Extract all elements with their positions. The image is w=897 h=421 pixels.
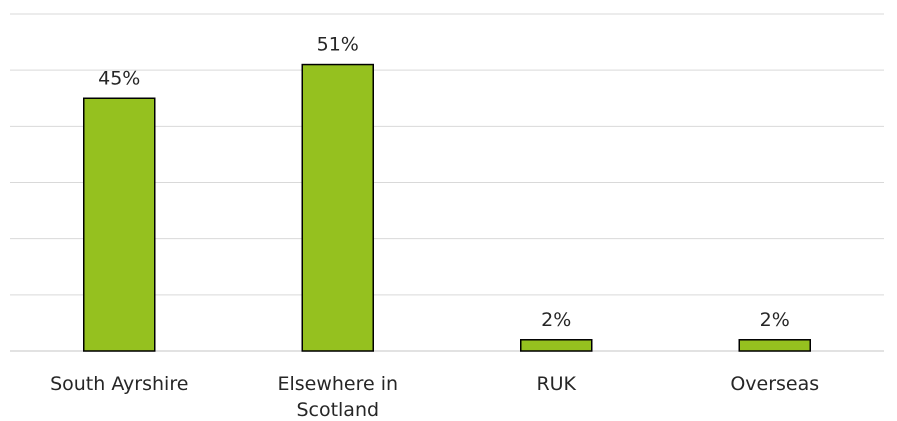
bar: [520, 339, 593, 352]
data-label: 2%: [541, 309, 571, 331]
data-label: 45%: [98, 67, 140, 89]
category-label: RUK: [536, 373, 576, 395]
category-label: Elsewhere in Scotland: [277, 373, 398, 421]
gridlines: [10, 13, 884, 352]
category-labels: South Ayrshire Elsewhere in Scotland RUK Ove…: [50, 373, 819, 421]
bar: [738, 339, 811, 352]
bars: [83, 63, 811, 352]
category-label: South Ayrshire: [50, 373, 188, 395]
data-labels: 45% 51% 2% 2%: [98, 34, 790, 331]
category-label-line: Scotland: [296, 399, 379, 421]
bar: [83, 97, 156, 352]
bar: [301, 63, 374, 352]
category-label: Overseas: [730, 373, 819, 395]
data-label: 51%: [317, 34, 359, 56]
category-label-line: RUK: [536, 373, 576, 395]
category-label-line: South Ayrshire: [50, 373, 188, 395]
category-label-line: Elsewhere in: [277, 373, 398, 395]
data-label: 2%: [760, 309, 790, 331]
category-label-line: Overseas: [730, 373, 819, 395]
